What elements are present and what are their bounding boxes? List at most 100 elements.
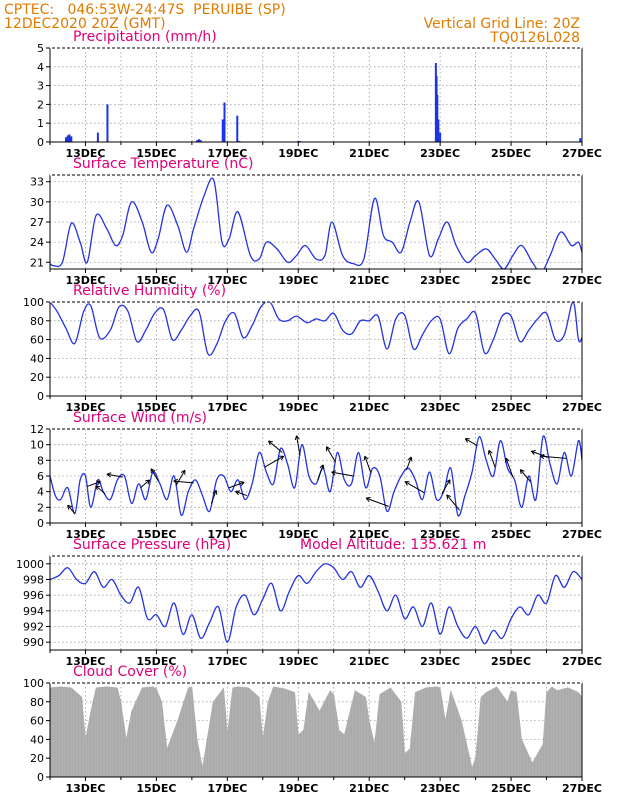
y-tick-label: 27 xyxy=(30,216,44,229)
wind-arrow-shaft xyxy=(228,481,245,489)
wind-arrow-head xyxy=(145,479,150,482)
x-tick-label: 17DEC xyxy=(207,274,247,287)
wind-arrow xyxy=(487,449,496,468)
precip-bar xyxy=(66,135,69,142)
wind-arrow-shaft xyxy=(505,458,514,478)
wind-arrow-shaft xyxy=(87,481,101,487)
wind-arrow xyxy=(539,453,567,460)
x-tick-label: 27DEC xyxy=(562,655,602,668)
wind-arrow xyxy=(87,480,101,487)
x-tick-label: 27DEC xyxy=(562,782,602,795)
panel-title: Surface Wind (m/s) xyxy=(73,410,207,426)
precip-bar xyxy=(223,102,226,142)
x-tick-label: 27DEC xyxy=(562,528,602,541)
y-tick-label: 60 xyxy=(30,715,44,728)
precip-bar xyxy=(70,136,73,142)
wind-arrow-head xyxy=(531,450,536,452)
wind-arrow-head xyxy=(173,480,178,485)
x-tick-label: 13DEC xyxy=(65,528,105,541)
precip-bar xyxy=(439,132,442,142)
wind-arrow-head xyxy=(505,457,510,462)
wind-arrow xyxy=(317,464,325,481)
wind-arrow-shaft xyxy=(106,473,123,478)
wind-arrow-shaft xyxy=(446,494,461,511)
wind-arrow-head xyxy=(147,479,151,485)
x-tick-label: 15DEC xyxy=(136,528,176,541)
series-group xyxy=(64,63,582,142)
wind-arrow xyxy=(464,438,478,447)
wind-arrow-head xyxy=(446,494,452,498)
x-tick-label: 23DEC xyxy=(420,147,460,160)
y-tick-label: 996 xyxy=(23,589,44,602)
precip-bar xyxy=(199,140,202,142)
x-tick-label: 15DEC xyxy=(136,782,176,795)
wind-arrow-head xyxy=(180,469,186,473)
model-altitude-label: Model Altitude: 135.621 m xyxy=(300,537,486,553)
precip-bar xyxy=(68,134,71,142)
y-tick-label: 21 xyxy=(30,256,44,269)
y-tick-label: 2 xyxy=(37,501,44,514)
wind-arrow-head xyxy=(446,494,449,500)
wind-arrow-head xyxy=(95,485,98,491)
wind-arrow-head xyxy=(280,455,285,461)
wind-arrow xyxy=(235,490,248,497)
wind-arrow xyxy=(140,479,151,489)
y-tick-label: 33 xyxy=(30,176,44,189)
wind-arrow-head xyxy=(519,469,522,475)
y-tick-label: 1000 xyxy=(16,558,44,571)
wind-arrow-head xyxy=(212,489,217,494)
wind-arrow-shaft xyxy=(268,440,283,453)
y-tick-label: 994 xyxy=(23,605,44,618)
precip-bar xyxy=(221,119,224,142)
wind-arrow-head xyxy=(410,456,413,462)
x-tick-label: 25DEC xyxy=(491,401,531,414)
x-tick-label: 21DEC xyxy=(349,655,389,668)
panel-title: Surface Temperature (nC) xyxy=(73,156,254,172)
x-tick-label: 21DEC xyxy=(349,274,389,287)
wind-arrow-head xyxy=(331,471,336,476)
x-tick-label: 27DEC xyxy=(562,147,602,160)
wind-arrow-head xyxy=(173,478,179,482)
series-line xyxy=(50,302,582,356)
wind-arrow-head xyxy=(106,472,112,475)
wind-arrow xyxy=(210,489,218,504)
x-tick-label: 17DEC xyxy=(207,401,247,414)
wind-arrow-shaft xyxy=(519,469,531,483)
y-tick-label: 3 xyxy=(37,80,44,93)
wind-arrow-head xyxy=(488,449,493,454)
wind-arrow-shaft xyxy=(140,479,150,489)
wind-arrow xyxy=(405,456,413,471)
wind-arrow-head xyxy=(531,450,535,455)
precip-bar xyxy=(197,139,200,142)
wind-arrow-head xyxy=(268,440,274,443)
y-tick-label: 20 xyxy=(30,371,44,384)
x-tick-label: 19DEC xyxy=(278,528,318,541)
wind-arrow-shaft xyxy=(67,504,76,514)
series-group xyxy=(50,177,582,269)
wind-arrow-shaft xyxy=(326,446,336,463)
wind-arrow xyxy=(150,468,159,482)
wind-arrow-shaft xyxy=(364,455,372,474)
wind-arrow xyxy=(446,494,461,511)
wind-arrow-shaft xyxy=(296,435,301,456)
wind-arrow-head xyxy=(97,481,101,486)
y-tick-label: 40 xyxy=(30,733,44,746)
wind-arrow-head xyxy=(235,490,241,492)
x-tick-label: 19DEC xyxy=(278,782,318,795)
precip-bar xyxy=(96,132,99,142)
y-tick-label: 8 xyxy=(37,454,44,467)
x-tick-label: 15DEC xyxy=(136,401,176,414)
y-tick-label: 20 xyxy=(30,752,44,765)
x-tick-label: 21DEC xyxy=(349,782,389,795)
wind-arrow-shaft xyxy=(488,450,496,468)
x-tick-label: 25DEC xyxy=(491,782,531,795)
wind-arrow xyxy=(365,496,389,507)
x-tick-label: 21DEC xyxy=(349,147,389,160)
wind-arrow-head xyxy=(363,456,366,461)
header-title: CPTEC: 046:53W-24:47S PERUIBE (SP) xyxy=(4,2,286,18)
header-grid-line: Vertical Grid Line: 20Z xyxy=(423,16,580,32)
y-tick-label: 6 xyxy=(37,470,44,483)
wind-arrow-head xyxy=(150,468,156,472)
wind-arrow xyxy=(95,485,106,495)
